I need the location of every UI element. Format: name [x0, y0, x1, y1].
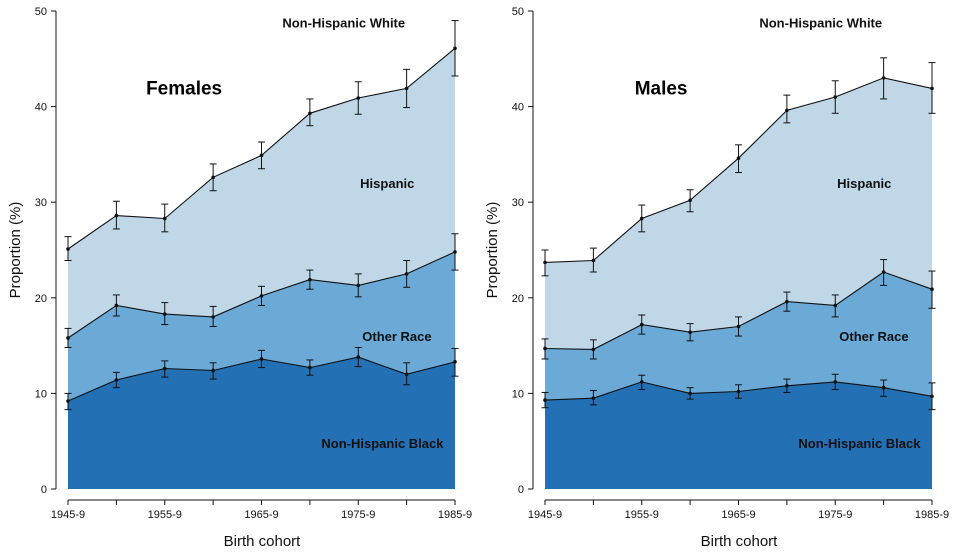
data-point: [833, 303, 838, 308]
y-tick-label: 10: [512, 388, 524, 400]
data-point: [639, 322, 644, 327]
data-point: [66, 247, 70, 251]
region-label: Non-Hispanic White: [282, 15, 405, 30]
panel-title: Males: [635, 78, 688, 99]
data-point: [356, 96, 361, 100]
area-hispanic: [545, 77, 932, 350]
data-point: [591, 258, 596, 263]
x-tick-label: 1965-9: [721, 509, 755, 521]
data-point: [259, 153, 264, 158]
region-label: Hispanic: [360, 176, 414, 191]
y-axis-title: Proportion (%): [7, 202, 24, 299]
males-panel: 0 10 20 30 40 50 1945-9 1955-9 1965-9 1975-9 1985-…: [484, 6, 949, 550]
data-point: [930, 287, 934, 291]
x-tick-label: 1975-9: [341, 509, 375, 521]
data-point: [688, 391, 692, 396]
region-label: Hispanic: [837, 176, 891, 191]
x-tick-label: 1945-9: [528, 509, 562, 521]
x-tick-label: 1965-9: [244, 509, 278, 521]
area-non-hispanic-black: [545, 381, 932, 489]
data-point: [785, 299, 789, 304]
data-point: [688, 198, 692, 203]
data-point: [591, 347, 596, 352]
region-label: Other Race: [362, 329, 431, 344]
data-point: [162, 312, 167, 316]
data-point: [308, 111, 312, 116]
y-tick-label: 30: [35, 197, 47, 209]
data-point: [785, 383, 789, 388]
data-point: [211, 175, 215, 180]
data-point: [404, 86, 409, 91]
data-point: [404, 272, 409, 276]
x-tick-label: 1985-9: [438, 509, 472, 521]
y-tick-label: 40: [512, 102, 524, 114]
females-panel: 0 10 20 30 40 50 1945-9 1955-9 1965-9 1975-9 1985-…: [7, 6, 472, 550]
data-point: [833, 380, 838, 384]
data-point: [211, 368, 215, 373]
data-point: [356, 355, 361, 359]
data-point: [881, 76, 886, 80]
data-point: [162, 366, 167, 371]
y-tick-label: 0: [518, 484, 524, 496]
data-point: [211, 315, 215, 319]
data-point: [308, 277, 312, 282]
y-tick-label: 0: [41, 484, 47, 496]
region-label: Non-Hispanic White: [759, 15, 882, 30]
area-non-hispanic-white: [545, 11, 932, 263]
data-point: [736, 156, 741, 161]
x-tick-label: 1985-9: [915, 509, 949, 521]
data-point: [114, 303, 119, 308]
area-non-hispanic-black: [68, 357, 455, 489]
region-label: Other Race: [839, 329, 908, 344]
x-tick-label: 1945-9: [51, 509, 85, 521]
data-point: [930, 86, 934, 91]
y-tick-label: 10: [35, 388, 47, 400]
data-point: [259, 294, 264, 298]
y-axis-title: Proportion (%): [484, 202, 501, 299]
data-point: [259, 357, 264, 361]
x-axis-title: Birth cohort: [224, 533, 302, 550]
data-point: [591, 396, 596, 400]
data-point: [66, 336, 70, 340]
y-tick-label: 20: [512, 293, 524, 305]
y-tick-label: 30: [512, 197, 524, 209]
data-point: [639, 216, 644, 221]
data-point: [881, 270, 886, 274]
data-point: [736, 389, 741, 394]
panel-title: Females: [146, 78, 222, 99]
x-tick-label: 1955-9: [148, 509, 182, 521]
x-tick-label: 1975-9: [818, 509, 852, 521]
data-point: [356, 283, 361, 288]
region-label: Non-Hispanic Black: [798, 436, 921, 451]
data-point: [453, 250, 457, 254]
data-point: [833, 95, 838, 99]
area-hispanic: [68, 48, 455, 339]
data-point: [543, 346, 547, 351]
data-point: [308, 365, 312, 370]
data-point: [162, 216, 167, 221]
data-point: [688, 330, 692, 335]
data-point: [736, 324, 741, 329]
data-point: [66, 399, 70, 403]
data-point: [114, 213, 119, 218]
data-point: [881, 385, 886, 390]
data-point: [543, 398, 547, 402]
y-tick-label: 50: [35, 6, 47, 18]
data-point: [543, 260, 547, 265]
region-label: Non-Hispanic Black: [321, 436, 444, 451]
data-point: [404, 372, 409, 377]
data-point: [639, 380, 644, 384]
area-non-hispanic-white: [68, 11, 455, 249]
y-tick-label: 40: [35, 102, 47, 114]
data-point: [785, 108, 789, 113]
y-tick-label: 20: [35, 293, 47, 305]
data-point: [453, 360, 457, 364]
x-tick-label: 1955-9: [625, 509, 659, 521]
data-point: [930, 394, 934, 399]
data-point: [453, 46, 457, 51]
x-axis-title: Birth cohort: [701, 533, 779, 550]
y-tick-label: 50: [512, 6, 524, 18]
data-point: [114, 378, 119, 382]
